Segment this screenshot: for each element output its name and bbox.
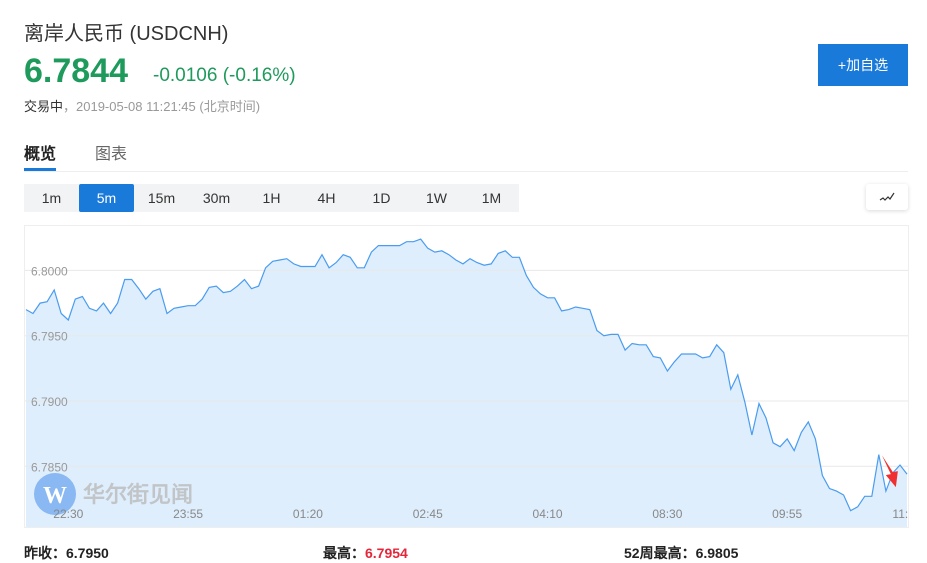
status-label: 交易中 bbox=[24, 99, 64, 114]
watermark-logo-icon bbox=[34, 473, 76, 515]
tab-chart[interactable]: 图表 bbox=[95, 146, 128, 163]
period-30m[interactable]: 30m bbox=[202, 190, 231, 206]
period-1m[interactable]: 1m bbox=[41, 190, 62, 206]
period-15m[interactable]: 15m bbox=[147, 190, 176, 206]
add-watchlist-button[interactable]: +加自选 bbox=[818, 44, 908, 86]
x-tick-label: 11:20 bbox=[892, 507, 909, 521]
watermark-logo-letter: W bbox=[43, 483, 67, 509]
period-1d[interactable]: 1D bbox=[372, 190, 391, 206]
price-line bbox=[25, 238, 908, 512]
chart-type-button[interactable] bbox=[866, 184, 908, 210]
y-tick-label: 6.7850 bbox=[31, 460, 68, 474]
area-fill bbox=[26, 239, 907, 527]
y-tick-label: 6.8000 bbox=[31, 264, 68, 278]
stat-prev-close: 昨收：6.7950 bbox=[24, 545, 109, 561]
period-1mo[interactable]: 1M bbox=[481, 190, 502, 206]
period-selector: 1m 5m 15m 30m 1H 4H 1D 1W 1M bbox=[24, 184, 519, 212]
red-arrow-annotation bbox=[881, 455, 898, 488]
period-5m[interactable]: 5m bbox=[79, 184, 134, 212]
x-tick-label: 23:55 bbox=[173, 507, 203, 521]
timestamp: ，2019-05-08 11:21:45 (北京时间) bbox=[63, 99, 261, 114]
price-chart[interactable]: 6.8000 6.7950 6.7900 6.7850 W 华尔街见闻 22:30 23:55… bbox=[24, 225, 909, 528]
period-1h[interactable]: 1H bbox=[262, 190, 281, 206]
y-tick-label: 6.7950 bbox=[31, 330, 68, 344]
x-tick-label: 09:55 bbox=[772, 507, 802, 521]
tab-overview[interactable]: 概览 bbox=[24, 140, 57, 171]
watermark-text: 华尔街见闻 bbox=[83, 482, 193, 508]
price-change: -0.0106 (-0.16%) bbox=[153, 65, 296, 86]
x-tick-label: 04:10 bbox=[533, 507, 563, 521]
current-price: 6.7844 bbox=[24, 52, 128, 90]
x-tick-label: 02:45 bbox=[413, 507, 443, 521]
trading-status: 交易中，2019-05-08 11:21:45 (北京时间) bbox=[24, 96, 260, 115]
page-title: 离岸人民币 (USDCNH) bbox=[24, 23, 229, 45]
x-tick-label: 22:30 bbox=[53, 507, 83, 521]
tab-bar: 概览 图表 bbox=[24, 140, 908, 172]
period-4h[interactable]: 4H bbox=[317, 190, 336, 206]
line-chart-icon bbox=[879, 192, 895, 201]
period-1w[interactable]: 1W bbox=[426, 190, 447, 206]
stat-52w-high: 52周最高：6.9805 bbox=[624, 545, 739, 561]
x-tick-label: 08:30 bbox=[652, 507, 682, 521]
y-tick-label: 6.7900 bbox=[31, 395, 68, 409]
x-tick-label: 01:20 bbox=[293, 507, 323, 521]
stat-high: 最高：6.7954 bbox=[323, 545, 408, 561]
